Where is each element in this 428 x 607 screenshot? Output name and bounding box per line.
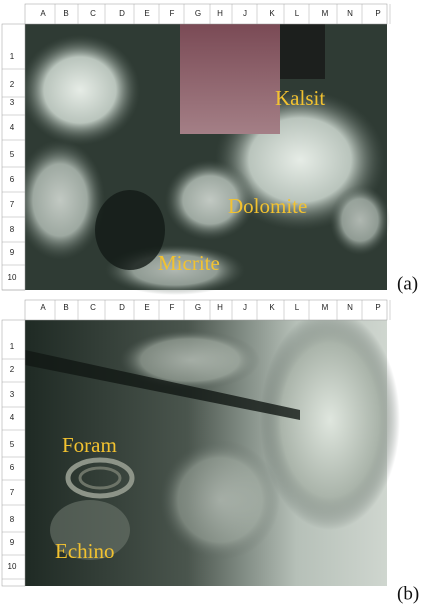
annotation: Dolomite: [228, 194, 307, 218]
column-label: C: [90, 9, 96, 18]
row-label: 7: [10, 200, 15, 209]
column-label: G: [195, 303, 201, 312]
column-label: K: [269, 303, 275, 312]
row-label: 6: [10, 175, 15, 184]
column-label: J: [243, 303, 247, 312]
column-label: P: [375, 9, 380, 18]
column-label: D: [119, 303, 125, 312]
column-label: L: [295, 9, 300, 18]
column-label: C: [90, 303, 96, 312]
row-label: 6: [10, 463, 15, 472]
top-ruler: [25, 300, 387, 320]
column-label: H: [217, 303, 223, 312]
figure: A B C D E F G H J K L M N P 1 2 3 4 5 6 7 8 9 10 Kalsit Dolomite M…: [0, 0, 428, 607]
column-label: D: [119, 9, 125, 18]
column-label: L: [295, 303, 300, 312]
annotation: Foram: [62, 433, 117, 457]
column-label: J: [243, 9, 247, 18]
annotation: Echino: [55, 539, 114, 563]
top-ruler: [25, 4, 387, 24]
row-label: 10: [8, 273, 17, 282]
row-label: 10: [8, 562, 17, 571]
column-label: G: [195, 9, 201, 18]
column-label: B: [63, 303, 68, 312]
column-label: M: [322, 9, 329, 18]
column-label: F: [170, 303, 175, 312]
row-label: 8: [10, 515, 15, 524]
column-label: K: [269, 9, 275, 18]
annotation: Kalsit: [275, 86, 325, 110]
column-label: P: [375, 303, 380, 312]
panel-label: (a): [397, 273, 418, 294]
column-label: A: [40, 303, 46, 312]
row-label: 5: [10, 440, 15, 449]
row-label: 1: [10, 52, 15, 61]
column-label: E: [144, 303, 149, 312]
column-label: B: [63, 9, 68, 18]
annotation: Micrite: [158, 251, 220, 275]
row-label: 2: [10, 80, 15, 89]
row-label: 4: [10, 413, 15, 422]
row-label: 9: [10, 538, 15, 547]
row-label: 5: [10, 150, 15, 159]
row-label: 2: [10, 365, 15, 374]
column-label: A: [40, 9, 46, 18]
column-label: H: [217, 9, 223, 18]
column-label: N: [347, 9, 353, 18]
row-label: 1: [10, 342, 15, 351]
row-label: 7: [10, 488, 15, 497]
row-label: 9: [10, 248, 15, 257]
row-label: 4: [10, 123, 15, 132]
column-label: N: [347, 303, 353, 312]
column-label: M: [322, 303, 329, 312]
panel-label: (b): [397, 583, 419, 604]
row-label: 8: [10, 225, 15, 234]
row-label: 3: [10, 98, 15, 107]
row-label: 3: [10, 390, 15, 399]
column-label: E: [144, 9, 149, 18]
column-label: F: [170, 9, 175, 18]
